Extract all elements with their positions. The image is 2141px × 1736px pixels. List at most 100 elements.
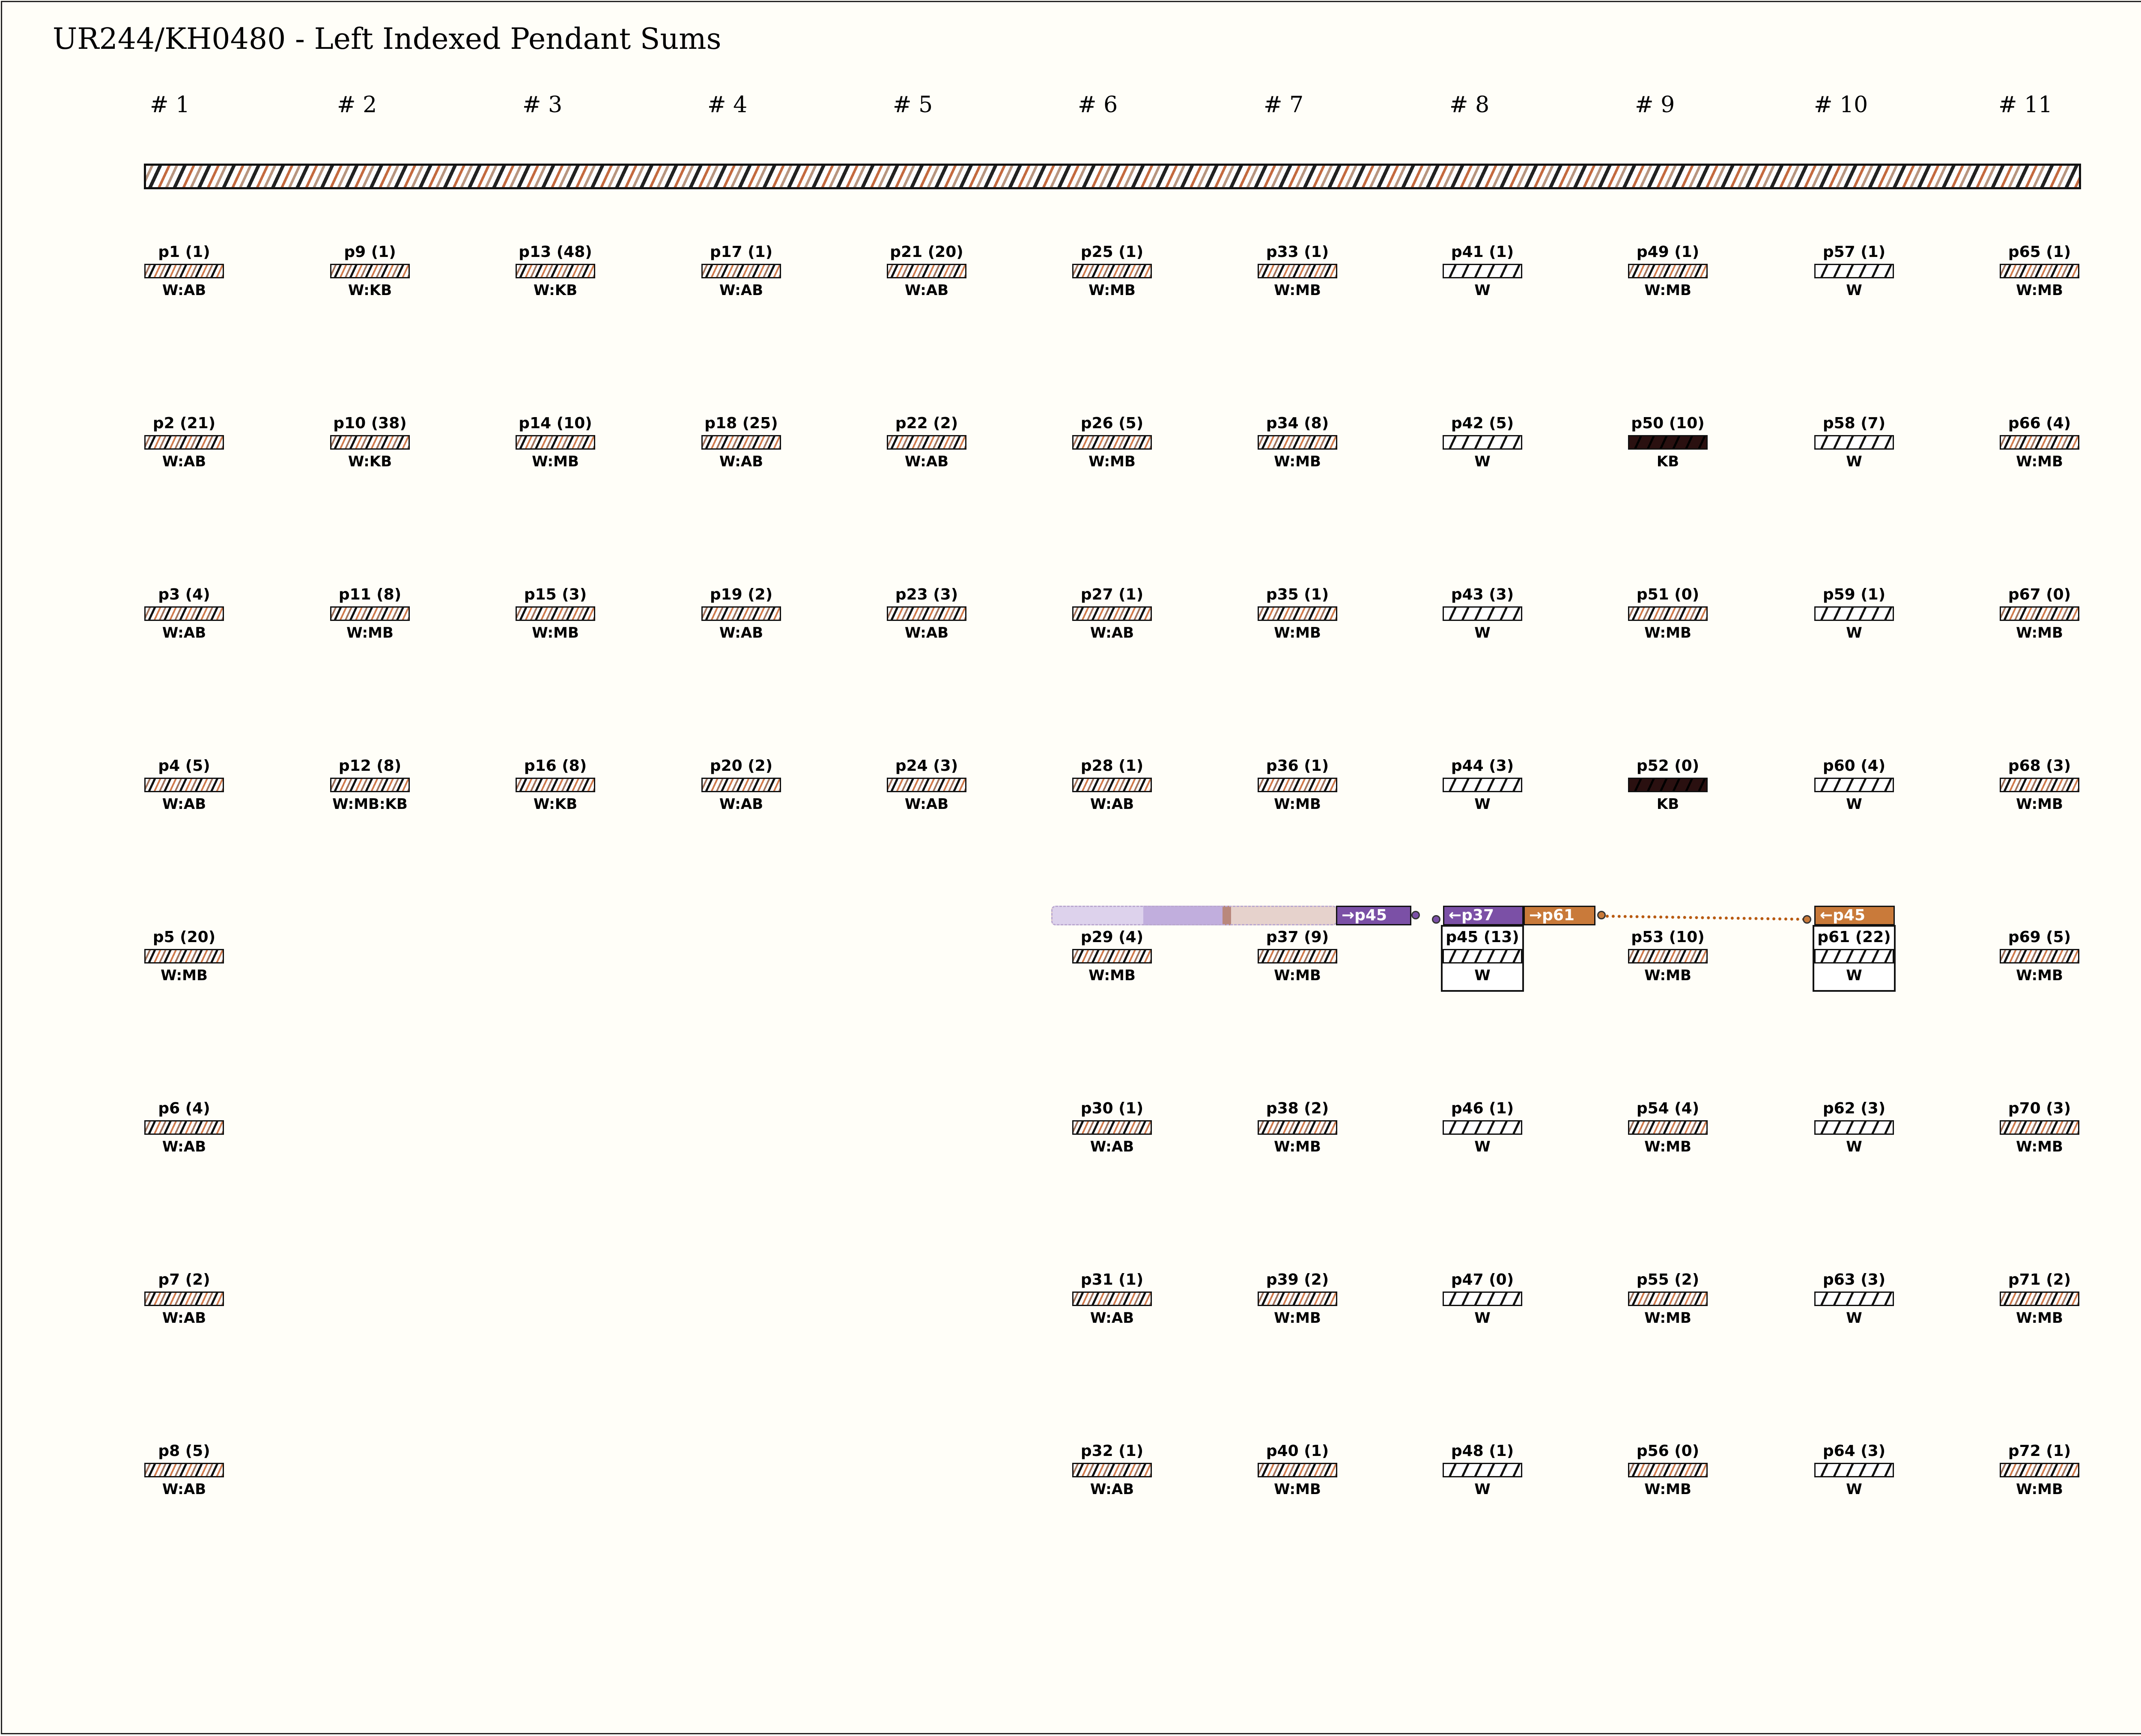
pendant-label: p66 (4) — [2008, 415, 2071, 432]
pendant-label: p48 (1) — [1451, 1442, 1514, 1460]
pendant-cord-swatch — [1072, 1120, 1152, 1135]
pendant-color-code: W:MB — [161, 967, 208, 984]
pendant-color-code: W:MB — [2016, 282, 2063, 299]
pendant-label: p54 (4) — [1636, 1100, 1700, 1117]
pendant-cord-swatch — [1443, 606, 1522, 621]
pendant-cord-swatch — [2000, 778, 2079, 792]
pendant-label: p41 (1) — [1451, 243, 1514, 261]
pendant-cord-swatch — [1443, 264, 1522, 278]
pendant-label: p42 (5) — [1451, 415, 1514, 432]
pendant-label: p12 (8) — [338, 757, 402, 775]
pendant-color-code: W:AB — [719, 282, 763, 299]
group-header: # 7 — [1264, 92, 1304, 118]
pendant-label: p26 (5) — [1080, 415, 1144, 432]
pendant-color-code: W:MB — [2016, 967, 2063, 984]
pendant-cord-swatch — [144, 606, 224, 621]
pendant-color-code: W:AB — [1090, 1138, 1134, 1155]
pendant-cord-swatch — [2000, 1120, 2079, 1135]
pendant-label: p71 (2) — [2008, 1271, 2071, 1289]
pendant-cord-swatch — [1628, 264, 1708, 278]
pendant-label: p68 (3) — [2008, 757, 2071, 775]
pendant-color-code: W:AB — [904, 796, 949, 813]
pendant-color-code: W:KB — [533, 282, 578, 299]
pendant-label: p36 (1) — [1266, 757, 1329, 775]
pendant-label: p17 (1) — [710, 243, 773, 261]
pendant-label: p57 (1) — [1822, 243, 1886, 261]
pendant-cord-swatch — [1258, 949, 1337, 963]
pendant-color-code: W:MB — [1274, 967, 1321, 984]
pendant-color-code: W:MB — [1274, 453, 1321, 470]
link-tag-from-p37[interactable]: ←p37 — [1443, 906, 1524, 925]
pendant-color-code: W:AB — [904, 453, 949, 470]
pendant-color-code: W:MB — [1644, 1309, 1691, 1327]
pendant-label: p40 (1) — [1266, 1442, 1329, 1460]
link-tag-to-p61[interactable]: →p61 — [1524, 906, 1595, 925]
pendant-label: p20 (2) — [710, 757, 773, 775]
pendant-label: p70 (3) — [2008, 1100, 2071, 1117]
pendant-cord-swatch — [144, 264, 224, 278]
pendant-label: p31 (1) — [1080, 1271, 1144, 1289]
pendant-label: p24 (3) — [895, 757, 958, 775]
pendant-color-code: KB — [1656, 796, 1679, 813]
pendant-color-code: W — [1846, 796, 1862, 813]
pendant-cord-swatch — [701, 606, 781, 621]
pendant-color-code: W:AB — [1090, 1309, 1134, 1327]
link-anchor-p37 — [1411, 911, 1420, 919]
pendant-color-code: W:MB — [1274, 624, 1321, 641]
group-header: # 10 — [1814, 92, 1868, 118]
pendant-cord-swatch — [516, 264, 595, 278]
pendant-label: p14 (10) — [519, 415, 592, 432]
pendant-label: p25 (1) — [1080, 243, 1144, 261]
pendant-label: p5 (20) — [152, 928, 216, 946]
pendant-color-code: W:MB — [1274, 796, 1321, 813]
pendant-cord-swatch — [1814, 264, 1894, 278]
pendant-color-code: W:MB — [2016, 1138, 2063, 1155]
pendant-cord-swatch — [144, 1120, 224, 1135]
group-header: # 1 — [150, 92, 190, 118]
pendant-cord-swatch — [1072, 435, 1152, 450]
pendant-label: p8 (5) — [158, 1442, 210, 1460]
pendant-color-code: W:AB — [162, 1309, 206, 1327]
group-header: # 6 — [1078, 92, 1118, 118]
pendant-color-code: W:AB — [162, 282, 206, 299]
pendant-label: p22 (2) — [895, 415, 958, 432]
pendant-label: p50 (10) — [1631, 415, 1705, 432]
link-anchor-p45-out — [1597, 911, 1606, 919]
link-tag-to-p45[interactable]: →p45 — [1336, 906, 1411, 925]
pendant-label: p65 (1) — [2008, 243, 2071, 261]
pendant-color-code: W:AB — [162, 453, 206, 470]
group-header: # 3 — [522, 92, 563, 118]
pendant-color-code: W — [1474, 453, 1491, 470]
pendant-label: p29 (4) — [1080, 928, 1144, 946]
link-tag-from-p45[interactable]: ←p45 — [1814, 906, 1895, 925]
group-header: # 8 — [1449, 92, 1490, 118]
pendant-color-code: W — [1474, 1309, 1491, 1327]
group-header: # 4 — [707, 92, 748, 118]
pendant-color-code: W:MB — [1644, 1138, 1691, 1155]
group-header: # 2 — [337, 92, 377, 118]
pendant-label: p39 (2) — [1266, 1271, 1329, 1289]
pendant-cord-swatch — [1443, 949, 1522, 963]
pendant-cord-swatch — [1628, 1463, 1708, 1477]
pendant-color-code: W:MB — [2016, 453, 2063, 470]
pendant-color-code: W:KB — [533, 796, 578, 813]
pendant-color-code: W:MB — [1644, 624, 1691, 641]
pendant-label: p55 (2) — [1636, 1271, 1700, 1289]
link-anchor-p45-in — [1432, 915, 1440, 924]
pendant-label: p18 (25) — [704, 415, 778, 432]
pendant-cord-swatch — [1072, 949, 1152, 963]
pendant-cord-swatch — [2000, 264, 2079, 278]
group-header: # 9 — [1635, 92, 1675, 118]
pendant-label: p43 (3) — [1451, 586, 1514, 603]
pendant-cord-swatch — [144, 1463, 224, 1477]
pendant-cord-swatch — [1072, 1463, 1152, 1477]
pendant-label: p33 (1) — [1266, 243, 1329, 261]
pendant-cord-swatch — [144, 778, 224, 792]
pendant-label: p16 (8) — [524, 757, 587, 775]
pendant-color-code: W — [1474, 282, 1491, 299]
pendant-cord-swatch — [1814, 606, 1894, 621]
pendant-color-code: W:AB — [162, 796, 206, 813]
pendant-color-code: W:MB — [1644, 967, 1691, 984]
pendant-cord-swatch — [330, 778, 410, 792]
pendant-label: p46 (1) — [1451, 1100, 1514, 1117]
